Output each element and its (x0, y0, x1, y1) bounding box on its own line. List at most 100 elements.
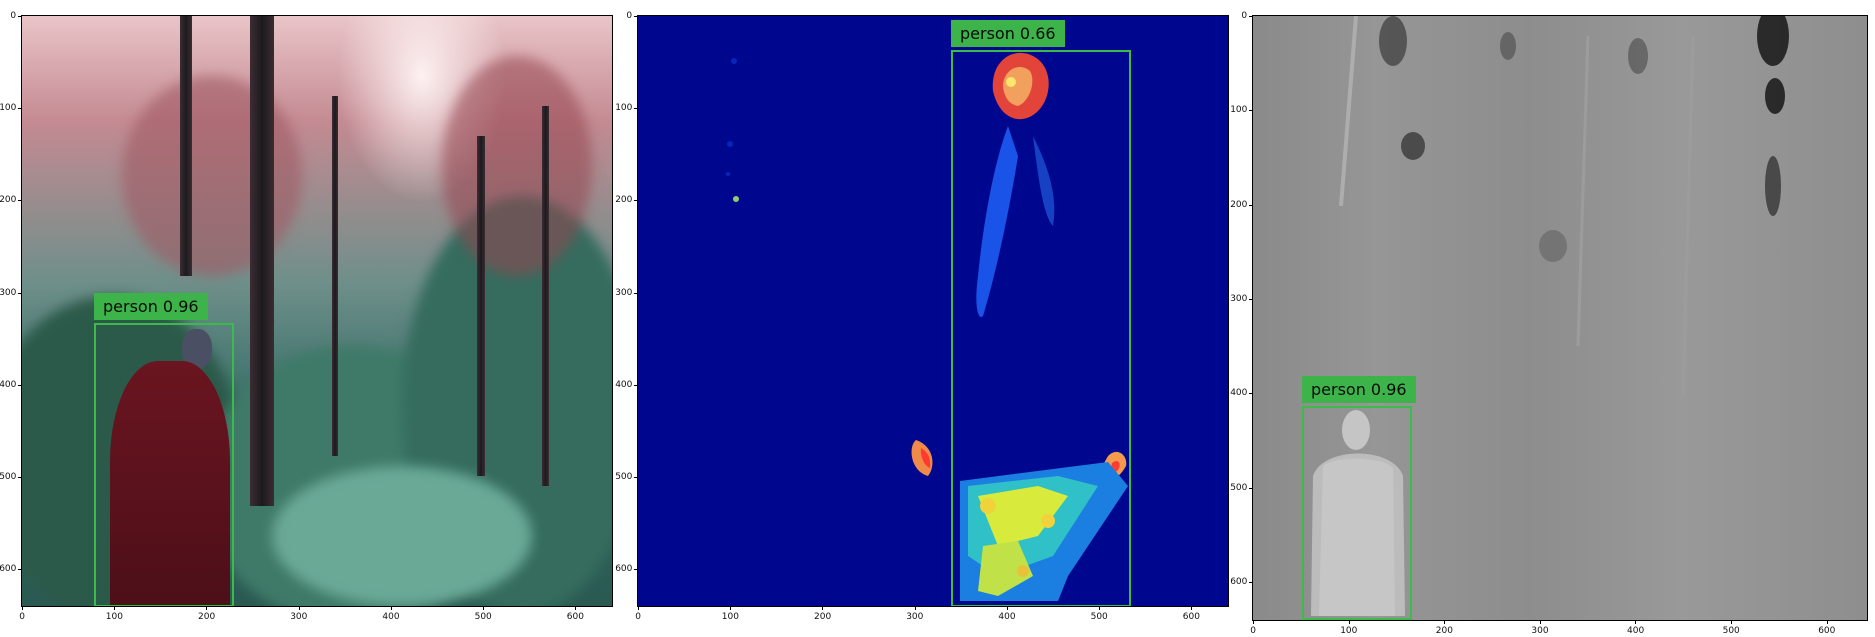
x-tick-label: 300 (1531, 626, 1548, 636)
x-tick-label: 0 (1250, 626, 1256, 636)
y-tick (1249, 205, 1253, 206)
x-tick (1099, 606, 1100, 610)
tree-trunk (180, 16, 192, 276)
y-tick (18, 293, 22, 294)
x-tick-label: 100 (722, 612, 739, 622)
axis-frame (1252, 15, 1253, 621)
y-tick-label: 100 (1230, 105, 1247, 115)
x-tick-label: 500 (475, 612, 492, 622)
x-tick-label: 100 (1340, 626, 1357, 636)
y-tick-label: 0 (626, 11, 632, 21)
y-tick-label: 200 (1230, 200, 1247, 210)
x-tick (822, 606, 823, 610)
y-tick (18, 16, 22, 17)
axis-frame (1228, 15, 1229, 607)
y-tick-label: 400 (615, 380, 632, 390)
y-tick (1249, 110, 1253, 111)
x-tick (22, 606, 23, 610)
detection-box (94, 323, 234, 606)
x-tick (1540, 620, 1541, 624)
tree-trunk (332, 96, 338, 456)
x-tick-label: 100 (106, 612, 123, 622)
detection-label: person 0.66 (951, 20, 1065, 47)
thermal-gray-image: person 0.96 (1253, 16, 1867, 620)
x-tick-label: 600 (1183, 612, 1200, 622)
y-tick-label: 500 (615, 472, 632, 482)
y-tick-label: 600 (615, 564, 632, 574)
x-tick (1253, 620, 1254, 624)
y-tick-label: 300 (615, 288, 632, 298)
x-tick-label: 600 (567, 612, 584, 622)
y-tick (634, 385, 638, 386)
x-tick (299, 606, 300, 610)
axis-frame (637, 15, 1229, 16)
axis-frame (21, 15, 22, 607)
axis-frame (1252, 620, 1868, 621)
x-tick (206, 606, 207, 610)
thermal-heat-shapes (638, 16, 1228, 606)
x-tick (638, 606, 639, 610)
y-tick (18, 569, 22, 570)
y-tick (1249, 299, 1253, 300)
tree-trunk (250, 16, 274, 506)
y-tick-label: 300 (1230, 294, 1247, 304)
x-tick (575, 606, 576, 610)
x-tick (483, 606, 484, 610)
x-tick (1827, 620, 1828, 624)
axis-frame (21, 15, 613, 16)
y-tick-label: 300 (0, 288, 16, 298)
x-tick-label: 300 (906, 612, 923, 622)
y-tick (18, 477, 22, 478)
x-tick-label: 600 (1818, 626, 1835, 636)
y-tick-label: 100 (0, 103, 16, 113)
y-tick (1249, 393, 1253, 394)
x-tick-label: 200 (814, 612, 831, 622)
x-tick (391, 606, 392, 610)
tree-trunk (477, 136, 485, 476)
axis-frame (612, 15, 613, 607)
x-tick (1349, 620, 1350, 624)
y-tick (634, 200, 638, 201)
x-tick-label: 500 (1091, 612, 1108, 622)
y-tick (634, 477, 638, 478)
axis-frame (1867, 15, 1868, 621)
x-tick (915, 606, 916, 610)
y-tick-label: 500 (0, 472, 16, 482)
x-tick-label: 400 (1627, 626, 1644, 636)
x-tick-label: 0 (19, 612, 25, 622)
y-tick-label: 0 (10, 11, 16, 21)
axis-frame (1252, 15, 1868, 16)
thermal-gray-panel: person 0.96 (1253, 16, 1867, 620)
x-tick (1635, 620, 1636, 624)
detection-label: person 0.96 (94, 293, 208, 320)
y-tick-label: 500 (1230, 483, 1247, 493)
y-tick-label: 200 (0, 195, 16, 205)
y-tick (18, 385, 22, 386)
y-tick (1249, 582, 1253, 583)
x-tick (1444, 620, 1445, 624)
tree-trunk (542, 106, 549, 486)
y-tick (634, 16, 638, 17)
y-tick (634, 293, 638, 294)
y-tick-label: 600 (1230, 577, 1247, 587)
x-tick-label: 500 (1723, 626, 1740, 636)
foliage (122, 76, 302, 276)
y-tick-label: 0 (1241, 11, 1247, 21)
foliage (272, 466, 532, 606)
x-tick (1731, 620, 1732, 624)
y-tick-label: 100 (615, 103, 632, 113)
x-tick-label: 200 (1436, 626, 1453, 636)
axis-frame (21, 606, 613, 607)
axis-frame (637, 15, 638, 607)
foliage (442, 56, 592, 276)
x-tick (1191, 606, 1192, 610)
rgb-forest-image: person 0.96 (22, 16, 612, 606)
rgb-panel: person 0.96 (22, 16, 612, 606)
x-tick (730, 606, 731, 610)
axis-frame (637, 606, 1229, 607)
detection-box (1302, 406, 1412, 620)
y-tick (634, 108, 638, 109)
detection-box (951, 50, 1131, 606)
y-tick-label: 600 (0, 564, 16, 574)
thermal-color-image: person 0.66 (638, 16, 1228, 606)
